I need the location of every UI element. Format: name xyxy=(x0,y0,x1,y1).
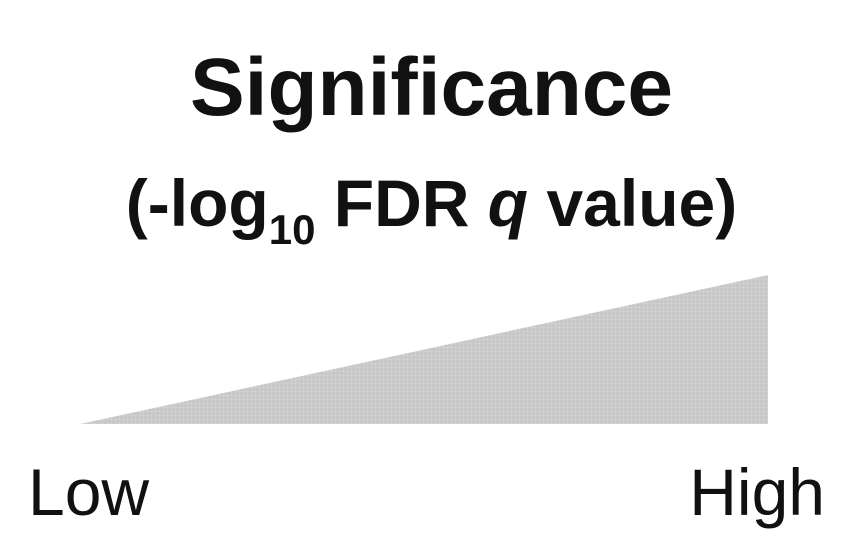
wedge-shape xyxy=(80,275,768,424)
subtitle-middle: FDR xyxy=(315,166,488,240)
subtitle-italic-q: q xyxy=(487,166,529,240)
legend-title: Significance xyxy=(189,42,674,133)
subtitle-close: value) xyxy=(528,166,738,240)
subtitle-subscript: 10 xyxy=(268,206,316,253)
low-label: Low xyxy=(28,455,150,529)
legend-subtitle: (-log10 FDR q value) xyxy=(0,160,863,251)
subtitle-open: (-log xyxy=(125,166,269,240)
high-label: High xyxy=(689,455,825,529)
